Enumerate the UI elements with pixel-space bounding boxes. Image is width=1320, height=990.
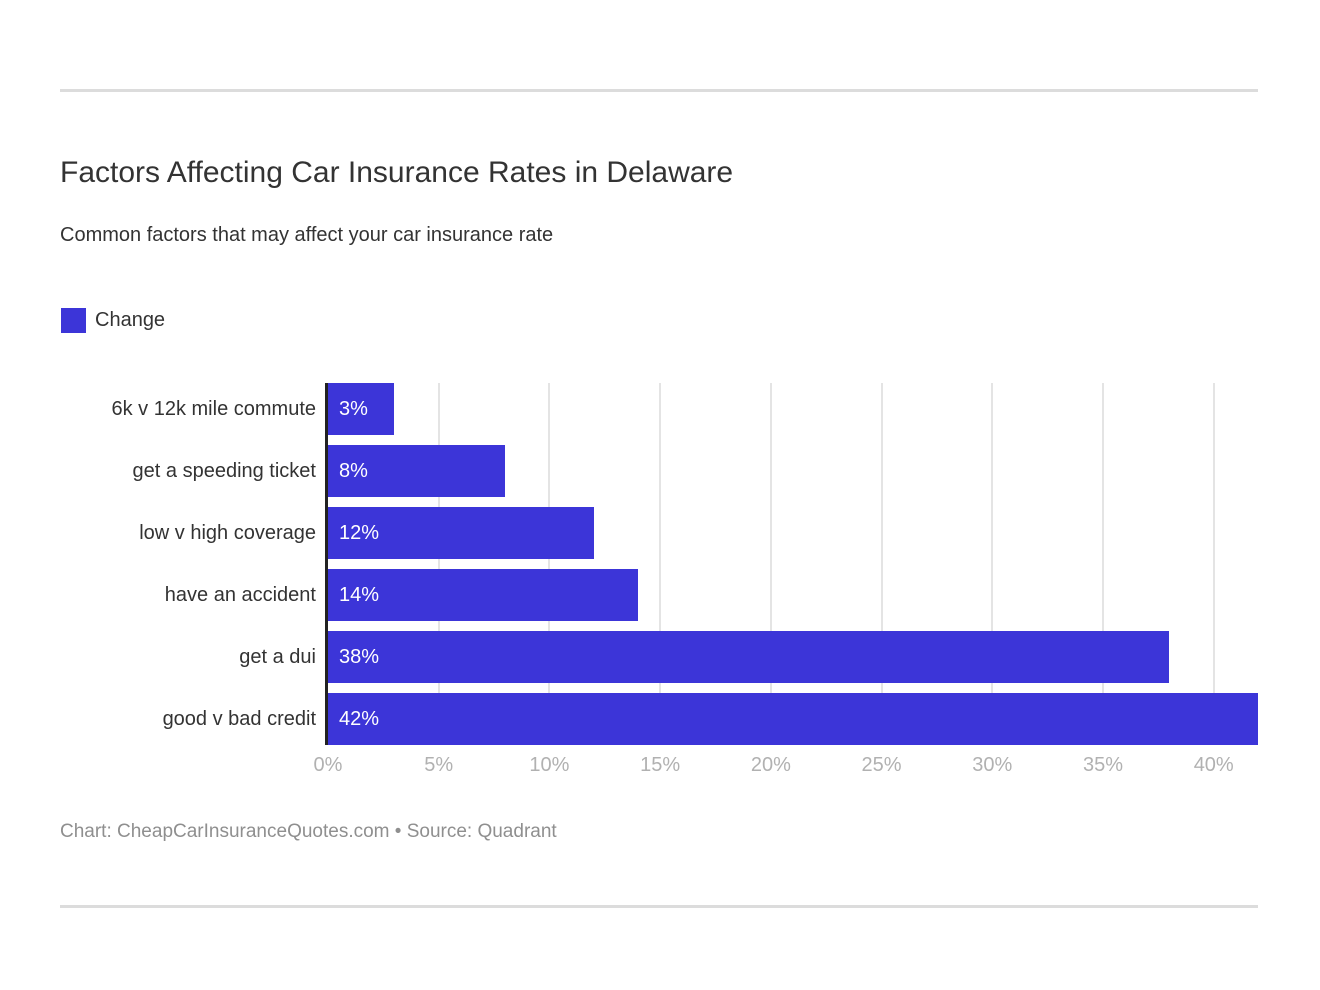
x-tick-label: 20% — [750, 754, 791, 776]
bar-value-label: 8% — [339, 460, 368, 482]
bottom-divider — [60, 905, 1258, 908]
category-labels: 6k v 12k mile commute get a speeding tick… — [60, 383, 316, 745]
x-tick-label: 30% — [972, 754, 1013, 776]
legend-label: Change — [95, 309, 166, 331]
legend-swatch — [61, 308, 86, 333]
x-tick-label: 35% — [1082, 754, 1124, 776]
bar: 8% — [328, 445, 506, 497]
category-label: get a speeding ticket — [132, 460, 316, 482]
bar: 12% — [328, 507, 594, 559]
category-label: good v bad credit — [162, 708, 316, 730]
x-axis: 0% 5% 10% 15% 20% 25% 30% 35% 40% — [314, 754, 1258, 782]
plot-area: 3% 8% 12% 14% 38% 42% — [325, 383, 1258, 745]
chart-subtitle: Common factors that may affect your car … — [60, 224, 554, 246]
x-tick-label: 10% — [529, 754, 570, 776]
gridline — [659, 383, 662, 745]
x-tick-label: 40% — [1193, 754, 1234, 776]
x-tick-label: 25% — [861, 754, 902, 776]
legend: Change — [61, 308, 165, 333]
gridline — [437, 383, 440, 745]
bar-value-label: 12% — [339, 522, 380, 544]
gridline — [1102, 383, 1104, 745]
chart-title: Factors Affecting Car Insurance Rates in… — [60, 156, 734, 189]
gridline — [769, 383, 772, 745]
bar: 14% — [328, 569, 638, 621]
bar: 42% — [328, 693, 1258, 745]
y-axis-line — [325, 383, 328, 745]
top-divider — [60, 89, 1258, 92]
x-tick-label: 5% — [424, 754, 454, 776]
footer-credit: Chart: CheapCarInsuranceQuotes.com • Sou… — [60, 821, 557, 842]
bar-value-label: 42% — [339, 708, 380, 730]
gridline — [991, 383, 994, 745]
bar-value-label: 14% — [339, 584, 380, 606]
gridline — [880, 383, 883, 745]
gridline — [548, 383, 551, 745]
category-label: get a dui — [239, 646, 316, 668]
bar: 38% — [328, 631, 1170, 683]
category-label: have an accident — [164, 584, 316, 606]
category-label: low v high coverage — [139, 522, 316, 544]
bar: 3% — [328, 383, 395, 435]
x-tick-label: 15% — [640, 754, 681, 776]
gridline — [1212, 383, 1215, 745]
bar-value-label: 3% — [339, 398, 368, 420]
bar-value-label: 38% — [339, 646, 380, 668]
x-tick-label: 0% — [313, 754, 343, 776]
category-label: 6k v 12k mile commute — [111, 398, 316, 420]
